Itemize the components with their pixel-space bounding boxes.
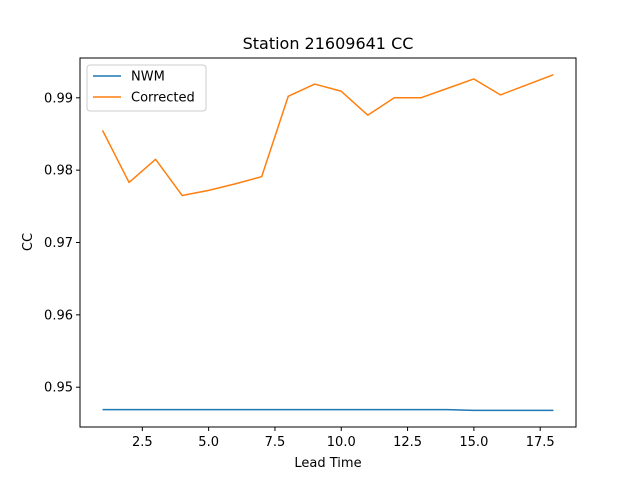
- x-axis-label: Lead Time: [294, 456, 361, 471]
- x-tick-label: 17.5: [526, 435, 555, 450]
- y-axis: 0.95 0.96 0.97 0.98 0.99: [44, 91, 80, 396]
- y-tick-label: 0.95: [44, 381, 73, 396]
- y-tick-label: 0.96: [44, 308, 73, 323]
- plot-frame: [79, 57, 577, 428]
- x-tick-label: 12.5: [393, 435, 422, 450]
- plot-area: [79, 57, 577, 428]
- x-tick-label: 5.0: [198, 435, 219, 450]
- series-line-corrected: [101, 73, 554, 197]
- legend-label: NWM: [131, 70, 165, 85]
- x-tick-label: 10.0: [327, 435, 356, 450]
- y-tick-label: 0.97: [44, 236, 73, 251]
- y-tick-label: 0.99: [44, 91, 73, 106]
- x-tick-label: 2.5: [132, 435, 153, 450]
- y-axis-label: CC: [21, 233, 36, 251]
- x-axis: 2.5 5.0 7.5 10.0 12.5 15.0 17.5: [132, 427, 555, 450]
- x-tick-label: 15.0: [459, 435, 488, 450]
- chart-title: Station 21609641 CC: [243, 34, 414, 53]
- x-tick-label: 7.5: [265, 435, 286, 450]
- legend: NWM Corrected: [86, 64, 207, 112]
- y-tick-label: 0.98: [44, 164, 73, 179]
- series-layer: [101, 73, 554, 412]
- legend-label: Corrected: [131, 91, 195, 106]
- series-line-nwm: [102, 408, 554, 412]
